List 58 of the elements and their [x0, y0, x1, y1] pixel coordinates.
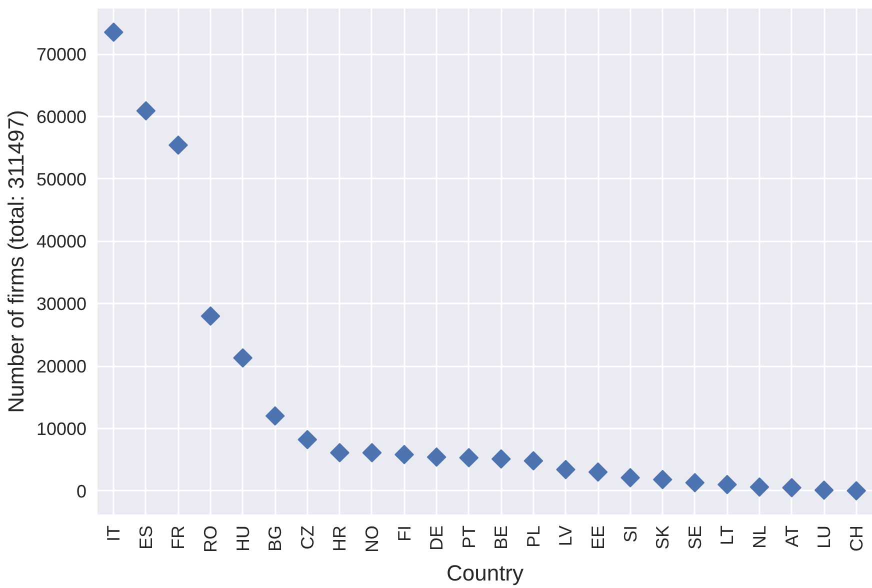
x-tick-label: CZ [297, 525, 318, 550]
point [200, 306, 220, 326]
point [394, 444, 414, 464]
y-tick-label: 0 [76, 481, 87, 502]
point [685, 472, 705, 492]
point [556, 460, 576, 480]
point [265, 406, 285, 426]
x-tick-label: LV [556, 525, 576, 546]
x-tick-label: AT [782, 525, 802, 548]
x-tick-label: LT [717, 525, 738, 546]
y-tick-label: 30000 [36, 294, 87, 314]
x-tick-label: EE [588, 525, 608, 550]
point [846, 481, 866, 500]
point [652, 470, 672, 490]
point [620, 468, 640, 488]
point [298, 430, 318, 450]
y-axis-title: Number of firms (total: 311497) [3, 110, 28, 413]
x-tick-label: DE [426, 525, 447, 551]
y-tick-label: 10000 [36, 418, 87, 439]
point [814, 480, 834, 500]
x-axis-title: Country [446, 560, 524, 586]
x-tick-label: SK [652, 525, 673, 550]
x-tick-label: FR [168, 525, 188, 550]
y-tick-label: 40000 [36, 232, 87, 252]
x-tick-label: SI [620, 525, 640, 543]
point [459, 448, 479, 468]
point [362, 443, 382, 462]
point [136, 101, 156, 121]
point [588, 462, 608, 482]
point [233, 348, 253, 368]
x-tick-label: IT [104, 525, 124, 542]
point [524, 451, 544, 471]
x-tick-label: LU [814, 525, 834, 549]
y-tick-label: 60000 [36, 106, 87, 127]
x-tick-label: FI [394, 525, 414, 542]
x-tick-label: RO [200, 526, 221, 552]
point [491, 449, 511, 469]
point [330, 443, 350, 462]
x-tick-label: BE [491, 525, 512, 550]
point [782, 478, 802, 498]
x-tick-label: NL [749, 525, 770, 549]
point [104, 22, 124, 42]
point [750, 477, 770, 497]
point [717, 474, 737, 494]
point [168, 135, 188, 155]
y-tick-label: 20000 [36, 356, 87, 377]
point [426, 447, 446, 467]
x-tick-label: HR [330, 526, 350, 552]
x-tick-label: ES [136, 525, 156, 550]
y-tick-label: 70000 [36, 44, 87, 65]
x-tick-label: PL [523, 525, 544, 548]
x-tick-label: NO [362, 526, 382, 552]
y-tick-label: 50000 [36, 169, 87, 190]
x-tick-label: CH [846, 526, 866, 552]
x-tick-label: HU [232, 526, 253, 552]
x-tick-label: BG [265, 525, 286, 552]
x-tick-label: SE [684, 525, 705, 550]
x-tick-label: PT [458, 525, 479, 548]
